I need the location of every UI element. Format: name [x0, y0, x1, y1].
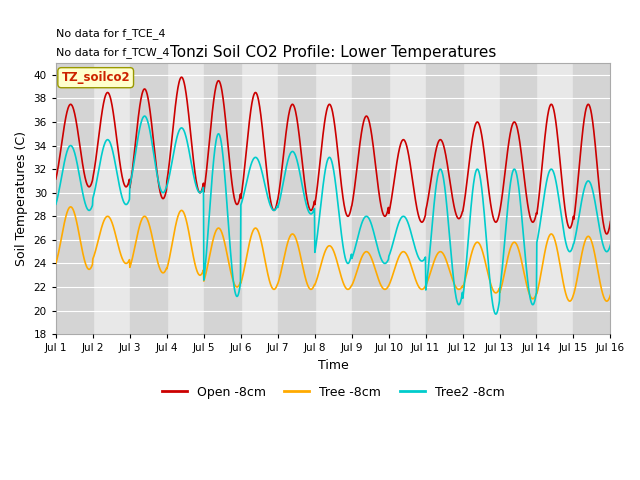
Bar	[499, 63, 536, 334]
Bar	[351, 63, 388, 334]
Title: Tonzi Soil CO2 Profile: Lower Temperatures: Tonzi Soil CO2 Profile: Lower Temperatur…	[170, 46, 497, 60]
Bar	[130, 63, 167, 334]
Text: No data for f_TCW_4: No data for f_TCW_4	[56, 47, 170, 58]
X-axis label: Time: Time	[318, 359, 349, 372]
Bar	[573, 63, 611, 334]
Text: No data for f_TCE_4: No data for f_TCE_4	[56, 28, 165, 39]
Legend: Open -8cm, Tree -8cm, Tree2 -8cm: Open -8cm, Tree -8cm, Tree2 -8cm	[157, 381, 509, 404]
Bar	[426, 63, 463, 334]
Bar	[56, 63, 93, 334]
Bar	[278, 63, 315, 334]
Y-axis label: Soil Temperatures (C): Soil Temperatures (C)	[15, 131, 28, 266]
Bar	[204, 63, 241, 334]
Text: TZ_soilco2: TZ_soilco2	[61, 71, 130, 84]
